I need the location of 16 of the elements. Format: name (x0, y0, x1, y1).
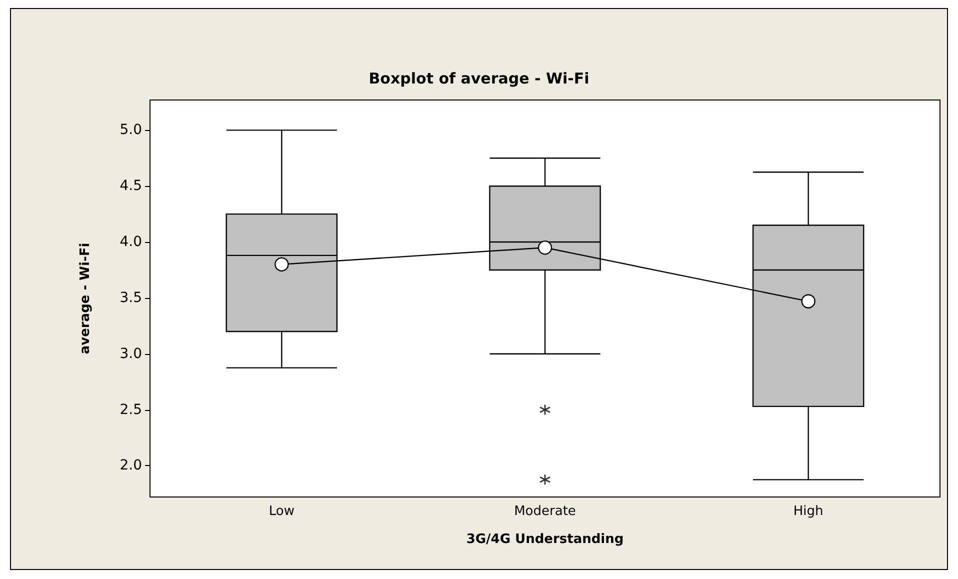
x-tick-label: Low (268, 504, 295, 519)
point (538, 240, 552, 255)
y-tick-label: 2.5 (120, 402, 142, 418)
y-tick-label: 4.5 (120, 178, 142, 194)
y-tick-label: 2.0 (120, 458, 142, 474)
point (801, 294, 816, 308)
x-tick-label: Moderate (514, 504, 576, 519)
y-tick-label: 3.0 (120, 346, 142, 362)
x-axis-title: 3G/4G Understanding (466, 532, 624, 547)
y-tick-label: 3.5 (120, 290, 142, 306)
y-tick-label: 4.0 (120, 234, 142, 250)
x-tick-label: High (793, 504, 824, 519)
chart-title: Boxplot of average - Wi-Fi (368, 70, 590, 88)
point (274, 257, 289, 272)
y-axis-title: average - Wi-Fi (78, 242, 93, 354)
y-tick-label: 5.0 (120, 122, 142, 138)
